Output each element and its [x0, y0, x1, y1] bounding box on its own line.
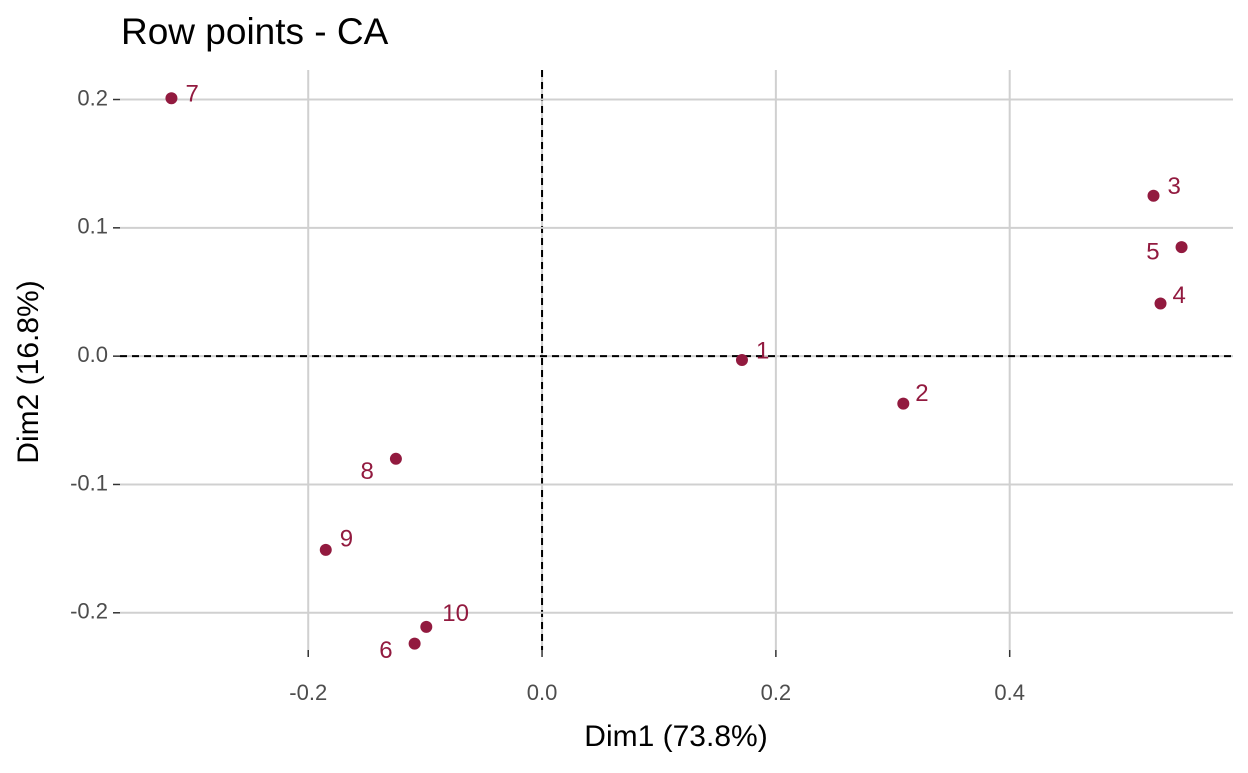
point: [420, 620, 433, 633]
y-tick-label: 0.1: [77, 214, 108, 239]
point: [735, 354, 748, 366]
point-label: 5: [1146, 238, 1159, 265]
point-label: 7: [185, 81, 198, 108]
x-tick-label: 0.4: [994, 680, 1025, 705]
point-label: 10: [442, 600, 469, 627]
chart-title: Row points - CA: [121, 11, 389, 52]
point: [408, 637, 421, 650]
y-tick-label: -0.1: [70, 470, 108, 495]
point: [1154, 297, 1167, 310]
point-label: 3: [1168, 173, 1181, 200]
point: [319, 543, 332, 556]
point-label: 1: [756, 337, 769, 364]
x-tick-label: 0.0: [527, 680, 558, 705]
y-tick-label: 0.2: [77, 85, 108, 110]
x-tick-label: -0.2: [289, 680, 327, 705]
point: [389, 452, 402, 465]
point: [1147, 189, 1160, 202]
point: [165, 92, 178, 105]
point-label: 8: [361, 458, 374, 485]
point-label: 2: [915, 380, 928, 407]
y-axis-title: Dim2 (16.8%): [12, 280, 45, 463]
point-label: 9: [340, 525, 353, 552]
y-tick-label: 0.0: [77, 342, 108, 367]
point-label: 6: [379, 637, 392, 664]
x-tick-label: 0.2: [761, 680, 792, 705]
y-tick-label: -0.2: [70, 599, 108, 624]
point: [1175, 241, 1188, 254]
x-axis-title: Dim1 (73.8%): [584, 720, 767, 753]
point-label: 4: [1173, 282, 1186, 309]
point: [897, 397, 910, 410]
